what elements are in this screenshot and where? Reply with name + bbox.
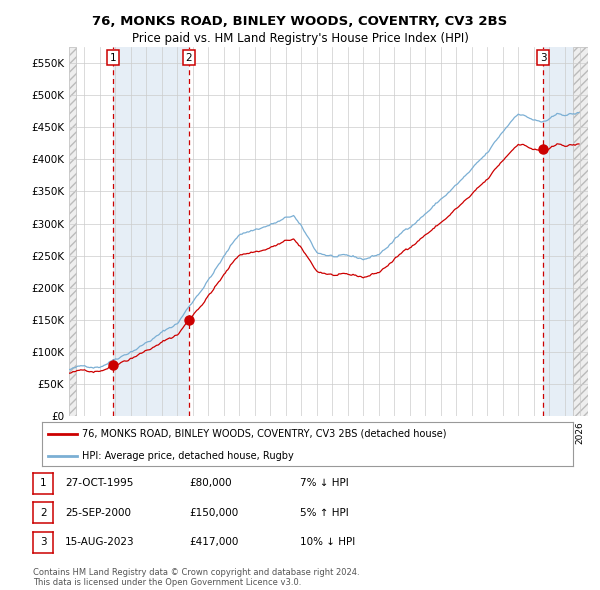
Text: 25-SEP-2000: 25-SEP-2000 [65,508,131,517]
Text: 3: 3 [540,53,547,63]
Text: 3: 3 [40,537,47,547]
Text: £80,000: £80,000 [189,478,232,488]
Text: 27-OCT-1995: 27-OCT-1995 [65,478,133,488]
Text: £150,000: £150,000 [189,508,238,517]
Bar [113,47,188,416]
Text: 2: 2 [185,53,192,63]
Text: 7% ↓ HPI: 7% ↓ HPI [300,478,349,488]
Text: 5% ↑ HPI: 5% ↑ HPI [300,508,349,517]
Text: 15-AUG-2023: 15-AUG-2023 [65,537,134,547]
Text: 1: 1 [110,53,116,63]
Text: 76, MONKS ROAD, BINLEY WOODS, COVENTRY, CV3 2BS: 76, MONKS ROAD, BINLEY WOODS, COVENTRY, … [92,15,508,28]
Text: 76, MONKS ROAD, BINLEY WOODS, COVENTRY, CV3 2BS (detached house): 76, MONKS ROAD, BINLEY WOODS, COVENTRY, … [82,429,446,439]
Text: 10% ↓ HPI: 10% ↓ HPI [300,537,355,547]
Text: Price paid vs. HM Land Registry's House Price Index (HPI): Price paid vs. HM Land Registry's House … [131,32,469,45]
Bar [544,47,573,416]
Bar [573,47,588,416]
Text: 2: 2 [40,508,47,517]
Text: £417,000: £417,000 [189,537,238,547]
Text: 1: 1 [40,478,47,488]
Bar [69,47,76,416]
Text: HPI: Average price, detached house, Rugby: HPI: Average price, detached house, Rugb… [82,451,293,461]
Text: Contains HM Land Registry data © Crown copyright and database right 2024.
This d: Contains HM Land Registry data © Crown c… [33,568,359,587]
